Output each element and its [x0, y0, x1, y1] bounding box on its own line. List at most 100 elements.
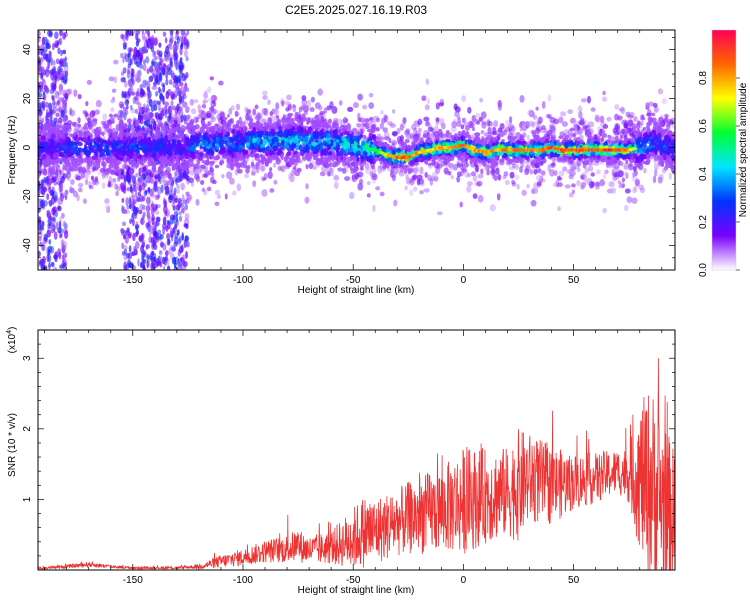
spectrogram-cell: [399, 134, 404, 142]
spectrogram-cell: [185, 106, 191, 111]
spectrogram-cell: [567, 109, 573, 115]
spectrogram-cell: [578, 111, 583, 119]
spectrogram-cell: [232, 190, 237, 196]
spectrogram-cell: [166, 180, 172, 186]
spectrogram-cell: [141, 241, 145, 248]
spectrogram-cell: [129, 185, 133, 193]
spectrogram-cell: [436, 211, 443, 216]
spectrogram-cell: [140, 217, 145, 226]
spectrogram-cell: [45, 86, 50, 96]
spectrogram-cell: [133, 213, 138, 220]
spectrogram-cell: [468, 120, 474, 129]
spectrogram-cell: [519, 166, 523, 173]
spectrogram-cell: [132, 232, 136, 242]
spectrogram-cell: [532, 111, 536, 120]
spectrogram-cell: [42, 69, 47, 76]
spectrogram-cell: [149, 224, 154, 235]
spectrogram-cell: [236, 183, 242, 192]
spectrogram-cell: [557, 206, 561, 212]
spectrogram-cell: [412, 186, 418, 192]
spectrogram-cell: [466, 172, 472, 178]
spectrogram-cell: [113, 76, 118, 84]
spectrogram-cell: [251, 168, 256, 175]
spectrogram-cell: [88, 181, 92, 189]
spectrogram-cell: [38, 99, 41, 107]
spectrogram-cell: [393, 199, 398, 207]
spectrogram-cell: [364, 162, 370, 170]
spectrogram-cell: [180, 207, 185, 213]
spectrogram-cell: [162, 31, 167, 37]
spectrogram-cell: [479, 97, 484, 103]
spectrogram-cell: [54, 196, 57, 204]
spectrogram-cell: [497, 173, 502, 181]
spectrogram-cell: [38, 30, 41, 38]
spectrogram-cell: [359, 161, 365, 168]
spectrogram-cell: [183, 84, 188, 92]
spectrogram-cell: [365, 166, 372, 175]
spectrogram-cell: [183, 114, 187, 121]
spectrogram-cell: [70, 179, 75, 185]
spectrogram-cell: [171, 246, 177, 252]
spectrogram-cell: [77, 182, 84, 188]
spectrogram-cell: [122, 206, 126, 215]
spectrogram-cell: [139, 203, 144, 212]
spectrogram-cell: [173, 113, 178, 121]
spectrogram-cell: [386, 121, 393, 126]
spectrogram-cell: [301, 99, 308, 106]
spectrogram-cell: [146, 176, 152, 184]
spectrogram-cell: [139, 54, 142, 64]
spectrogram-cell: [121, 242, 124, 250]
spectrogram-cell: [50, 222, 54, 228]
spectrogram-cell: [204, 89, 208, 95]
spectrogram-cell: [444, 161, 451, 168]
spectrogram-cell: [49, 189, 55, 197]
spectrogram-cell: [491, 168, 495, 175]
spectrogram-cell: [283, 156, 288, 163]
spectrogram-cell: [121, 230, 124, 237]
spectrogram-cell: [629, 111, 635, 118]
spectrogram-cell: [38, 36, 41, 43]
spectrogram-cell: [633, 116, 638, 122]
spectrogram-cell: [142, 103, 146, 112]
spectrogram-cell: [398, 170, 405, 177]
spectrogram-cell: [487, 120, 493, 127]
spectrogram-cell: [201, 187, 206, 192]
spectrogram-cell: [148, 111, 153, 120]
spectrogram-cell: [136, 76, 141, 83]
spectrogram-cell: [139, 63, 144, 70]
spectrogram-cell: [615, 123, 619, 132]
spectrogram-cell: [502, 174, 507, 180]
spectrogram-cell: [646, 112, 652, 117]
spectrogram-cell: [450, 125, 457, 133]
spectrogram-cell: [139, 83, 143, 93]
spectrogram-cell: [346, 122, 351, 131]
spectrogram-cell: [210, 108, 217, 115]
spectrogram-heat-layer: [38, 30, 675, 270]
spectrogram-cell: [188, 177, 194, 184]
spectrogram-cell: [653, 163, 660, 171]
spectrogram-cell: [372, 173, 378, 178]
spectrogram-cell: [124, 53, 129, 63]
spectrogram-cell: [340, 119, 346, 127]
spectrogram-cell: [618, 183, 625, 189]
spectrogram-cell: [310, 96, 315, 103]
spectrogram-cell: [444, 170, 450, 176]
spectrogram-cell: [56, 99, 60, 106]
spectrogram-cell: [157, 261, 162, 266]
spectrogram-cell: [48, 179, 54, 185]
spectrogram-cell: [42, 186, 46, 195]
spectrogram-cell: [206, 171, 211, 176]
spectrogram-cell: [549, 116, 556, 124]
spectrogram-cell: [46, 209, 51, 219]
spectrogram-cell: [528, 109, 535, 118]
spectrogram-cell: [157, 236, 160, 241]
spectrogram-cell: [60, 49, 63, 57]
spectrogram-cell: [149, 173, 153, 179]
spectrogram-cell: [147, 30, 150, 38]
spectrogram-cell: [169, 30, 174, 36]
spectrogram-cell: [309, 107, 315, 112]
spectrogram-cell: [60, 110, 65, 118]
spectrogram-cell: [477, 173, 484, 179]
spectrogram-cell: [530, 199, 537, 207]
spectrogram-cell: [146, 196, 151, 205]
